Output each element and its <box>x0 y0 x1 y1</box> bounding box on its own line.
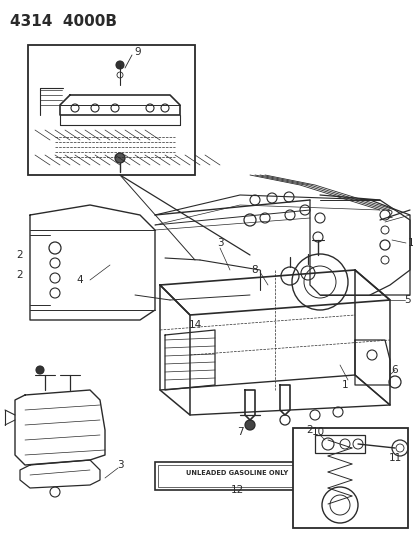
Text: 12: 12 <box>230 485 243 495</box>
Text: 2: 2 <box>17 250 23 260</box>
Bar <box>292 428 407 528</box>
Text: 5: 5 <box>404 295 411 305</box>
Circle shape <box>115 153 125 163</box>
Text: 10: 10 <box>311 427 324 437</box>
Text: 8: 8 <box>251 265 258 275</box>
Circle shape <box>244 420 254 430</box>
Text: 7: 7 <box>236 427 243 437</box>
Text: 1: 1 <box>341 380 347 390</box>
Text: 4314  4000B: 4314 4000B <box>10 14 117 29</box>
Circle shape <box>36 366 44 374</box>
Text: 2: 2 <box>386 210 392 220</box>
Text: 13: 13 <box>407 238 413 248</box>
Bar <box>28 45 195 175</box>
Text: 2: 2 <box>17 270 23 280</box>
Text: UNLEADED GASOLINE ONLY: UNLEADED GASOLINE ONLY <box>185 470 287 476</box>
Text: 2: 2 <box>306 425 313 435</box>
Bar <box>158 465 316 487</box>
Text: 14: 14 <box>188 320 201 330</box>
Circle shape <box>116 61 124 69</box>
Text: 9: 9 <box>134 47 141 57</box>
Text: 11: 11 <box>387 453 401 463</box>
Text: 4: 4 <box>76 275 83 285</box>
Text: 6: 6 <box>391 365 397 375</box>
Text: 3: 3 <box>216 238 223 248</box>
Bar <box>154 462 319 490</box>
Bar <box>314 435 364 453</box>
Text: 3: 3 <box>116 460 123 470</box>
